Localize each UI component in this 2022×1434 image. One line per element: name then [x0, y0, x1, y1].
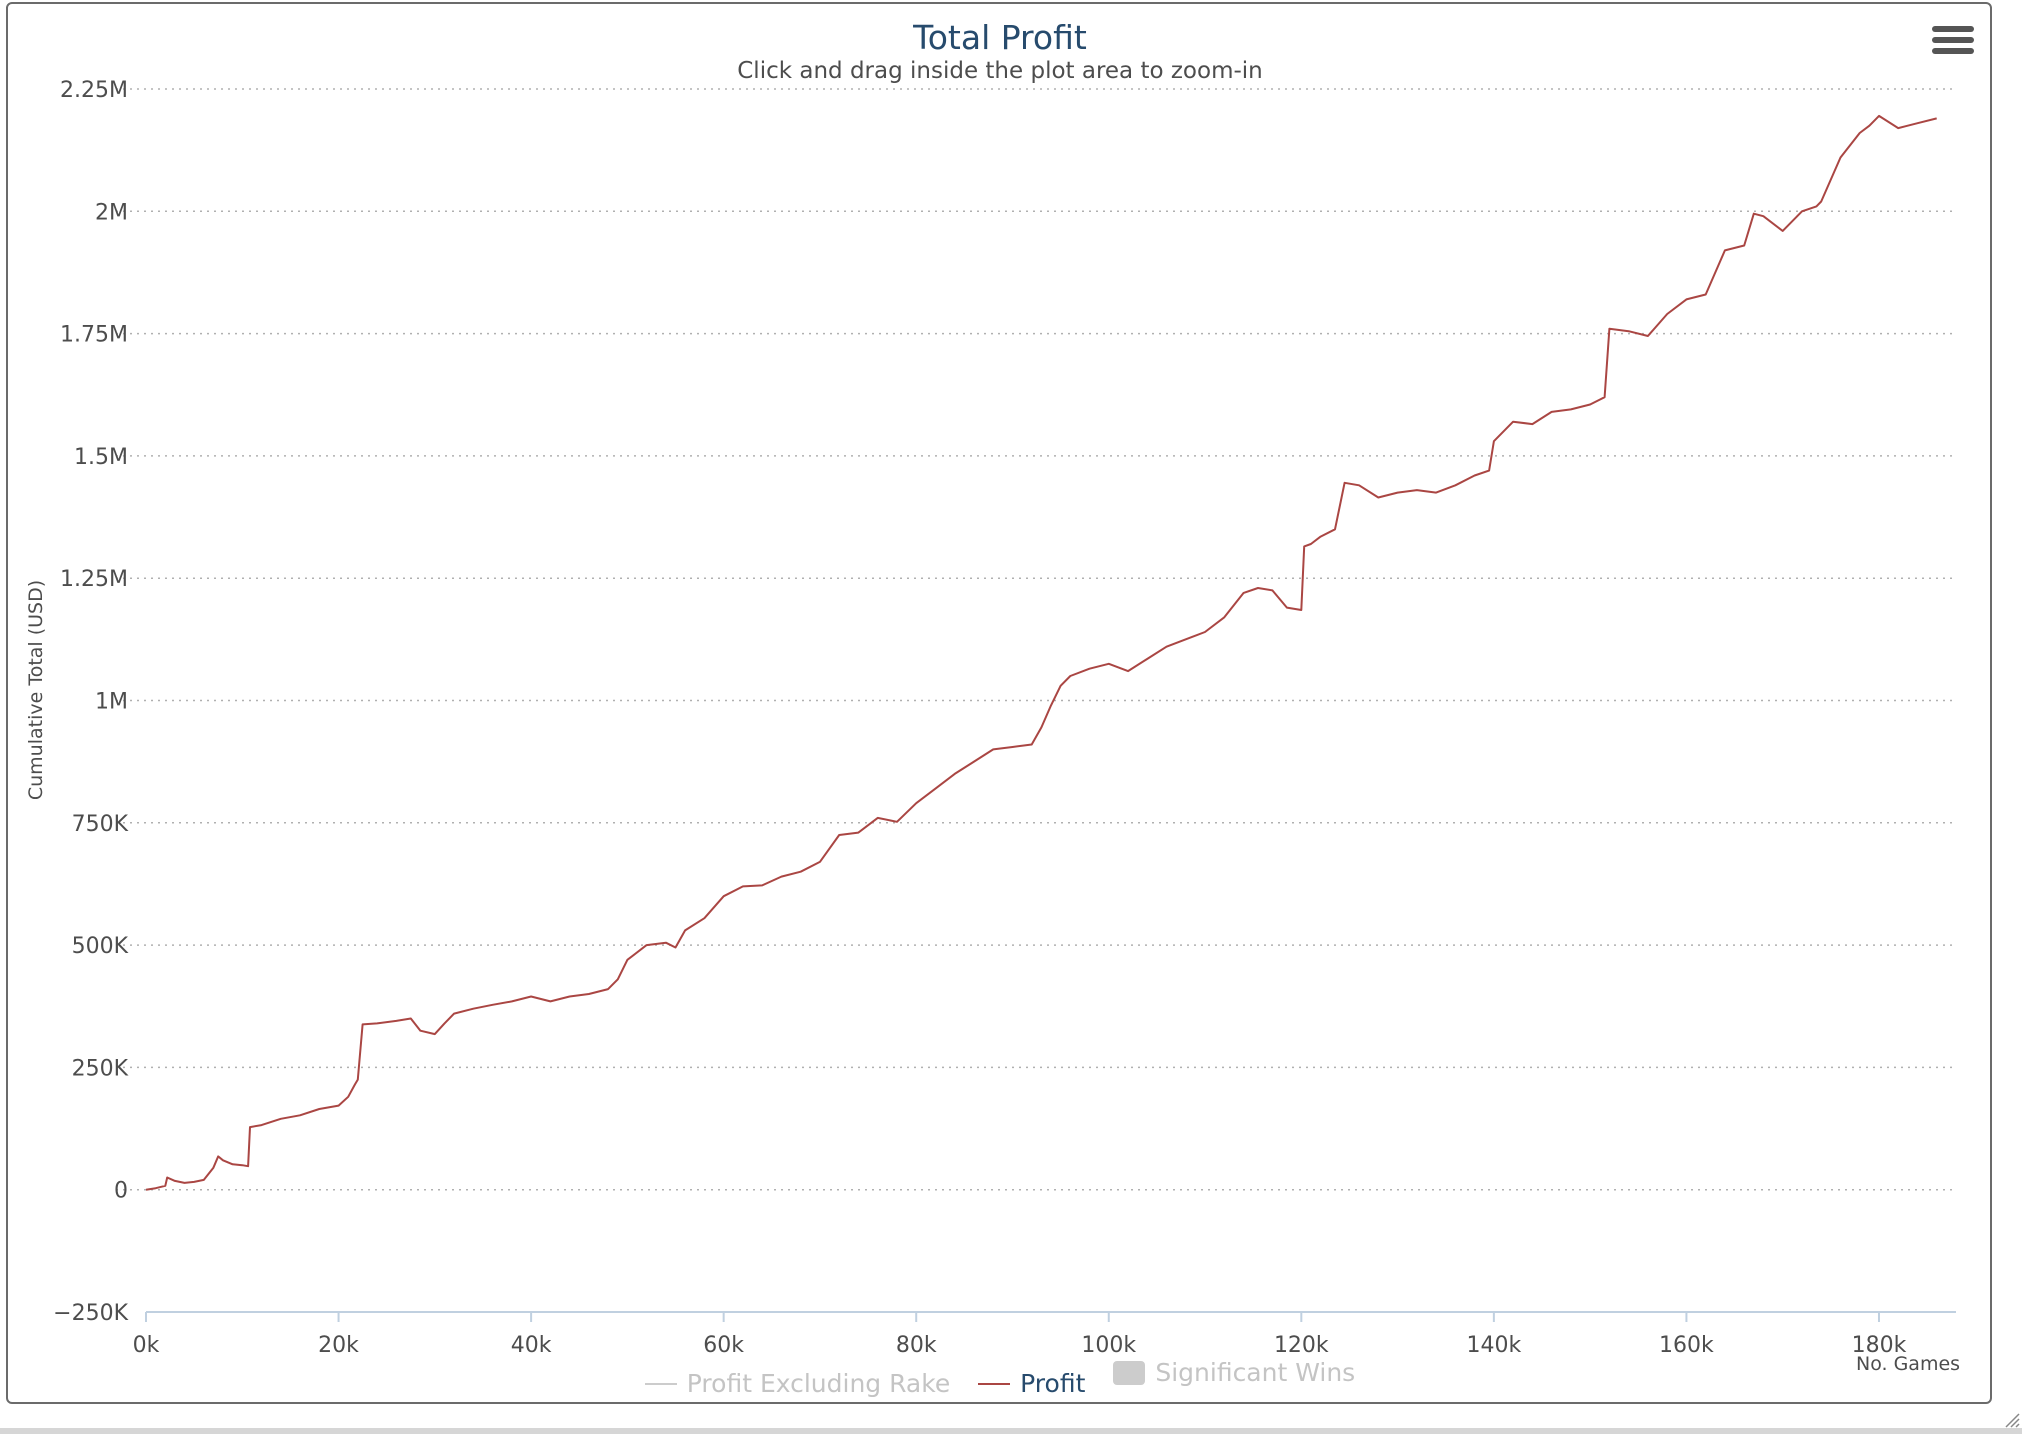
y-tick-label: 1M — [95, 690, 128, 715]
chart-subtitle: Click and drag inside the plot area to z… — [737, 58, 1263, 84]
y-tick-label: 500K — [72, 934, 129, 959]
x-tick-label: 100k — [1081, 1333, 1136, 1358]
legend-box-icon — [1113, 1360, 1146, 1385]
legend-label: Profit Excluding Rake — [686, 1369, 951, 1398]
legend-item-profit[interactable]: Profit — [978, 1369, 1085, 1398]
y-tick-label: 1.25M — [60, 567, 128, 592]
y-tick-label: 0 — [114, 1179, 128, 1204]
x-axis-title: No. Games — [1856, 1353, 1961, 1375]
legend-label: Significant Wins — [1155, 1358, 1356, 1387]
x-tick-label: 40k — [511, 1333, 552, 1358]
x-tick-label: 160k — [1659, 1333, 1714, 1358]
y-tick-label: 2.25M — [60, 78, 128, 103]
x-tick-label: 80k — [896, 1333, 937, 1358]
x-tick-label: 0k — [133, 1333, 160, 1358]
resize-grip-icon[interactable] — [2004, 1412, 2020, 1428]
legend-item-profit-excluding-rake[interactable]: Profit Excluding Rake — [644, 1369, 951, 1398]
series-line-profit[interactable] — [145, 114, 1937, 1191]
x-tick-label: 120k — [1274, 1333, 1329, 1358]
legend-line-icon — [978, 1382, 1011, 1385]
y-tick-label: 750K — [72, 812, 129, 837]
x-tick-label: 20k — [318, 1333, 359, 1358]
x-tick-label: 140k — [1467, 1333, 1522, 1358]
legend-label: Profit — [1020, 1369, 1086, 1398]
bottom-strip — [0, 1428, 2022, 1434]
y-tick-label: 1.5M — [74, 445, 128, 470]
x-tick-label: 180k — [1852, 1333, 1907, 1358]
y-tick-label: 2M — [95, 200, 128, 225]
chart-container — [6, 2, 1992, 1404]
legend-line-icon — [644, 1382, 677, 1385]
y-tick-label: 250K — [72, 1056, 129, 1081]
legend: Profit Excluding Rake Profit Significant… — [0, 1358, 2000, 1398]
legend-item-significant-wins[interactable]: Significant Wins — [1113, 1358, 1355, 1387]
chart-title: Total Profit — [913, 18, 1087, 57]
y-tick-label: 1.75M — [60, 323, 128, 348]
y-tick-label: −250K — [53, 1301, 128, 1326]
hamburger-menu-icon[interactable] — [1932, 26, 1974, 62]
x-tick-label: 60k — [703, 1333, 744, 1358]
